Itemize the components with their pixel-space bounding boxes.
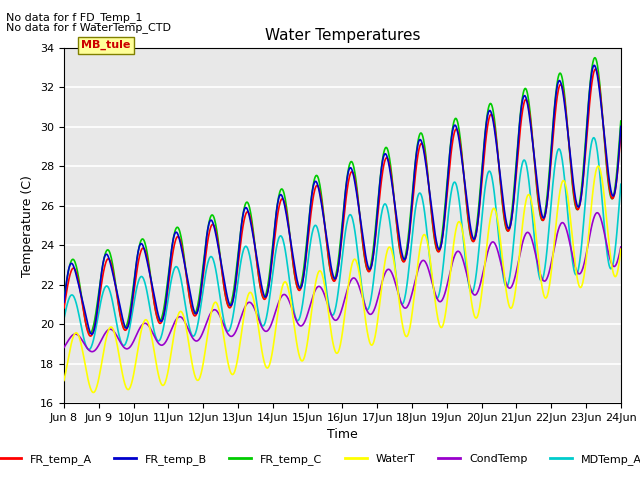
MDTemp_A	[589, 135, 597, 141]
FR_temp_C	[86, 330, 94, 336]
FR_temp_A	[617, 131, 625, 137]
CondTemp	[118, 341, 125, 347]
FR_temp_B	[590, 62, 598, 68]
FR_temp_C	[60, 296, 68, 301]
WaterT	[60, 378, 68, 384]
FR_temp_B	[88, 331, 96, 337]
FR_temp_C	[118, 317, 125, 323]
Y-axis label: Temperature (C): Temperature (C)	[22, 175, 35, 276]
FR_temp_C	[495, 161, 502, 167]
X-axis label: Time: Time	[327, 429, 358, 442]
FR_temp_A	[495, 161, 502, 167]
FR_temp_A	[118, 318, 125, 324]
WaterT	[306, 323, 314, 328]
CondTemp	[88, 349, 96, 355]
WaterT	[617, 246, 625, 252]
FR_temp_A	[592, 66, 600, 72]
FR_temp_C	[443, 181, 451, 187]
CondTemp	[495, 252, 502, 257]
CondTemp	[286, 300, 294, 305]
FR_temp_C	[306, 208, 314, 214]
WaterT	[118, 366, 125, 372]
FR_temp_B	[60, 300, 68, 305]
FR_temp_B	[306, 210, 314, 216]
FR_temp_B	[495, 160, 502, 166]
FR_temp_A	[306, 220, 314, 226]
MDTemp_A	[495, 234, 502, 240]
Line: FR_temp_B: FR_temp_B	[64, 65, 621, 334]
MDTemp_A	[118, 340, 125, 346]
MDTemp_A	[85, 347, 93, 352]
MDTemp_A	[617, 181, 625, 187]
Title: Water Temperatures: Water Temperatures	[265, 28, 420, 43]
FR_temp_A	[286, 233, 294, 239]
Legend: FR_temp_A, FR_temp_B, FR_temp_C, WaterT, CondTemp, MDTemp_A: FR_temp_A, FR_temp_B, FR_temp_C, WaterT,…	[0, 450, 640, 469]
CondTemp	[443, 283, 451, 289]
WaterT	[595, 163, 602, 169]
FR_temp_B	[505, 226, 513, 231]
FR_temp_A	[443, 193, 451, 199]
WaterT	[443, 300, 451, 306]
MDTemp_A	[505, 279, 513, 285]
CondTemp	[60, 345, 68, 350]
Line: CondTemp: CondTemp	[64, 213, 621, 352]
WaterT	[90, 390, 97, 396]
FR_temp_A	[505, 228, 513, 234]
WaterT	[505, 302, 513, 308]
FR_temp_C	[505, 226, 513, 232]
Text: No data for f FD_Temp_1: No data for f FD_Temp_1	[6, 12, 143, 23]
FR_temp_C	[286, 231, 294, 237]
FR_temp_C	[617, 118, 625, 124]
Line: WaterT: WaterT	[64, 166, 621, 393]
FR_temp_B	[118, 310, 125, 316]
CondTemp	[593, 210, 601, 216]
FR_temp_B	[443, 186, 451, 192]
Line: FR_temp_A: FR_temp_A	[64, 69, 621, 336]
FR_temp_C	[591, 55, 599, 60]
WaterT	[495, 225, 502, 230]
WaterT	[286, 293, 294, 299]
CondTemp	[306, 304, 314, 310]
Text: No data for f WaterTemp_CTD: No data for f WaterTemp_CTD	[6, 22, 172, 33]
FR_temp_A	[60, 305, 68, 311]
FR_temp_B	[617, 123, 625, 129]
Text: MB_tule: MB_tule	[81, 40, 131, 50]
MDTemp_A	[443, 226, 451, 231]
Line: FR_temp_C: FR_temp_C	[64, 58, 621, 333]
FR_temp_B	[286, 232, 294, 238]
CondTemp	[617, 244, 625, 250]
CondTemp	[505, 285, 513, 291]
Line: MDTemp_A: MDTemp_A	[64, 138, 621, 349]
FR_temp_A	[87, 333, 95, 339]
MDTemp_A	[286, 280, 294, 286]
MDTemp_A	[60, 316, 68, 322]
MDTemp_A	[306, 244, 314, 250]
